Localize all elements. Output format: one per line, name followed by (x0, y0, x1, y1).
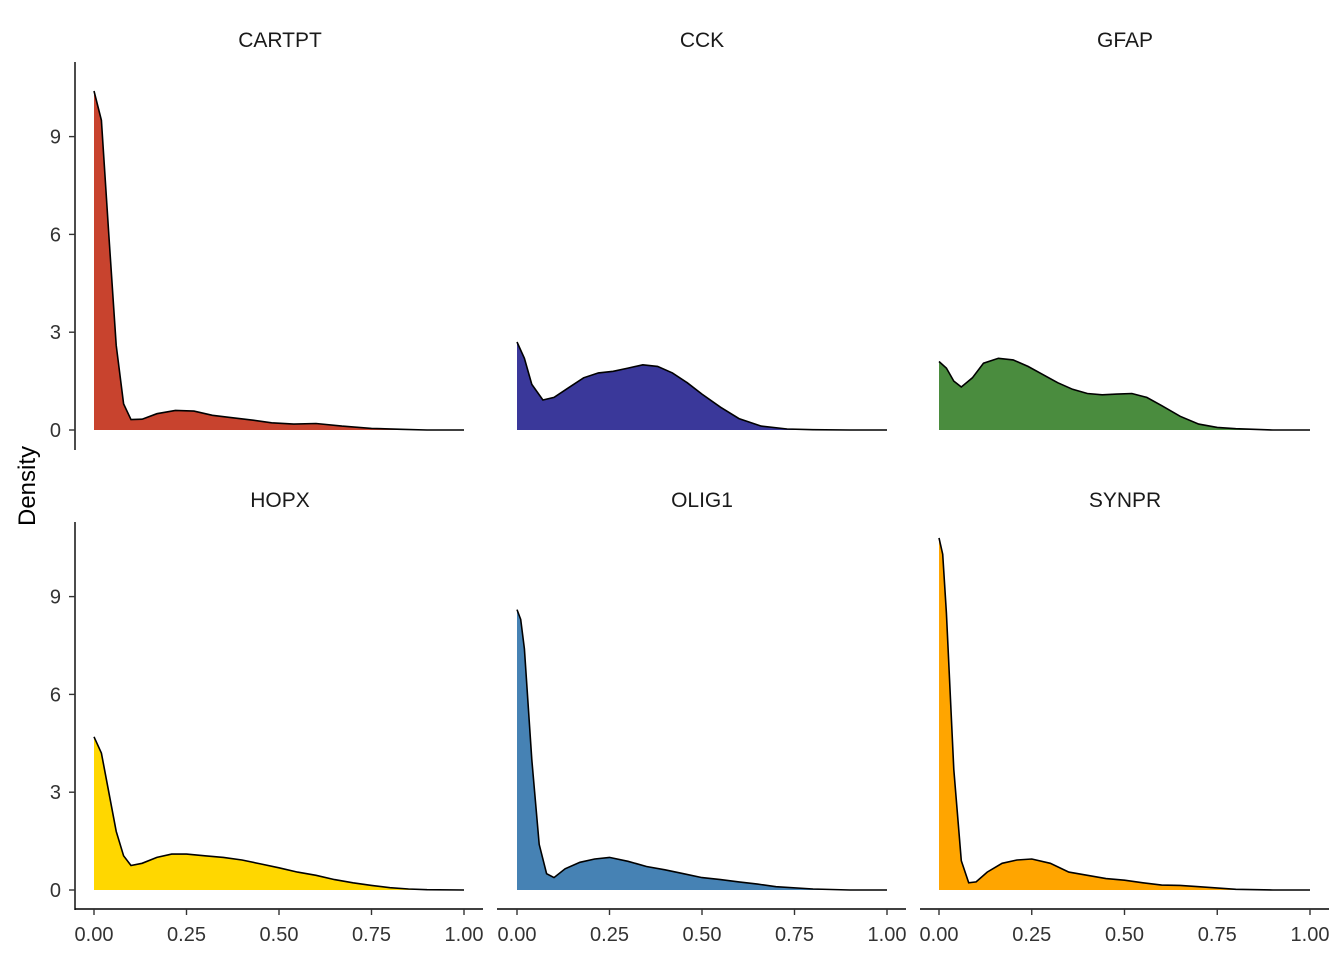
x-tick-label: 1.00 (445, 924, 484, 946)
facet-title-gfap: GFAP (1097, 29, 1153, 52)
x-tick-label: 0.00 (498, 924, 537, 946)
density-line-cck (516, 341, 887, 431)
density-area-synpr (939, 537, 1310, 890)
x-tick-label: 0.00 (920, 924, 959, 946)
x-tick-label: 0.75 (1198, 924, 1237, 946)
facet-title-hopx: HOPX (250, 489, 310, 512)
y-tick-label: 9 (50, 127, 61, 149)
density-line-synpr (938, 537, 1310, 891)
density-line-olig1 (516, 609, 887, 891)
density-area-cartpt (94, 91, 464, 430)
density-line-cartpt (93, 90, 464, 431)
x-tick-label: 0.75 (352, 924, 391, 946)
density-area-cck (517, 342, 887, 430)
density-line-gfap (938, 357, 1310, 431)
x-tick-label: 0.50 (260, 924, 299, 946)
x-tick-label: 0.75 (775, 924, 814, 946)
facet-title-cck: CCK (680, 29, 724, 52)
y-tick-label: 0 (50, 420, 61, 442)
facet-title-olig1: OLIG1 (671, 489, 733, 512)
facet-title-synpr: SYNPR (1089, 489, 1161, 512)
y-axis-label: Density (14, 445, 41, 527)
y-tick-label: 6 (50, 224, 61, 246)
x-tick-label: 1.00 (1291, 924, 1330, 946)
density-line-hopx (93, 736, 465, 891)
density-area-olig1 (517, 609, 887, 890)
y-tick-label: 3 (50, 782, 61, 804)
y-tick-label: 0 (50, 880, 61, 902)
x-tick-label: 0.50 (1105, 924, 1144, 946)
x-tick-label: 0.25 (167, 924, 206, 946)
y-tick-label: 9 (50, 587, 61, 609)
x-tick-label: 0.25 (590, 924, 629, 946)
y-tick-label: 3 (50, 322, 61, 344)
x-tick-label: 0.25 (1012, 924, 1051, 946)
x-tick-label: 1.00 (868, 924, 907, 946)
x-tick-label: 0.50 (683, 924, 722, 946)
y-tick-label: 6 (50, 684, 61, 706)
density-area-hopx (94, 736, 464, 890)
x-tick-label: 0.00 (75, 924, 114, 946)
facet-title-cartpt: CARTPT (238, 29, 322, 52)
